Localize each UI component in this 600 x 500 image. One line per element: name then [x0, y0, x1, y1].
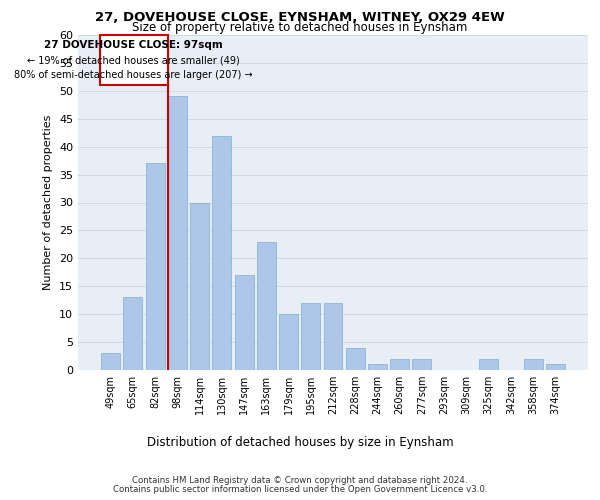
Bar [546, 364, 565, 370]
Bar [301, 303, 320, 370]
Bar [524, 359, 542, 370]
Bar [235, 275, 254, 370]
Bar [279, 314, 298, 370]
Text: 80% of semi-detached houses are larger (207) →: 80% of semi-detached houses are larger (… [14, 70, 253, 80]
Text: 27, DOVEHOUSE CLOSE, EYNSHAM, WITNEY, OX29 4EW: 27, DOVEHOUSE CLOSE, EYNSHAM, WITNEY, OX… [95, 11, 505, 24]
Bar [257, 242, 276, 370]
Bar [346, 348, 365, 370]
Text: ← 19% of detached houses are smaller (49): ← 19% of detached houses are smaller (49… [28, 55, 240, 65]
Bar [100, 35, 168, 85]
Bar [412, 359, 431, 370]
Bar [323, 303, 343, 370]
Text: 27 DOVEHOUSE CLOSE: 97sqm: 27 DOVEHOUSE CLOSE: 97sqm [44, 40, 223, 50]
Bar [212, 136, 231, 370]
Bar [368, 364, 387, 370]
Text: Contains public sector information licensed under the Open Government Licence v3: Contains public sector information licen… [113, 485, 487, 494]
Bar [101, 353, 120, 370]
Text: Distribution of detached houses by size in Eynsham: Distribution of detached houses by size … [146, 436, 454, 449]
Bar [190, 202, 209, 370]
Bar [146, 164, 164, 370]
Bar [168, 96, 187, 370]
Y-axis label: Number of detached properties: Number of detached properties [43, 115, 53, 290]
Bar [124, 298, 142, 370]
Bar [390, 359, 409, 370]
Text: Size of property relative to detached houses in Eynsham: Size of property relative to detached ho… [133, 21, 467, 34]
Text: Contains HM Land Registry data © Crown copyright and database right 2024.: Contains HM Land Registry data © Crown c… [132, 476, 468, 485]
Bar [479, 359, 498, 370]
